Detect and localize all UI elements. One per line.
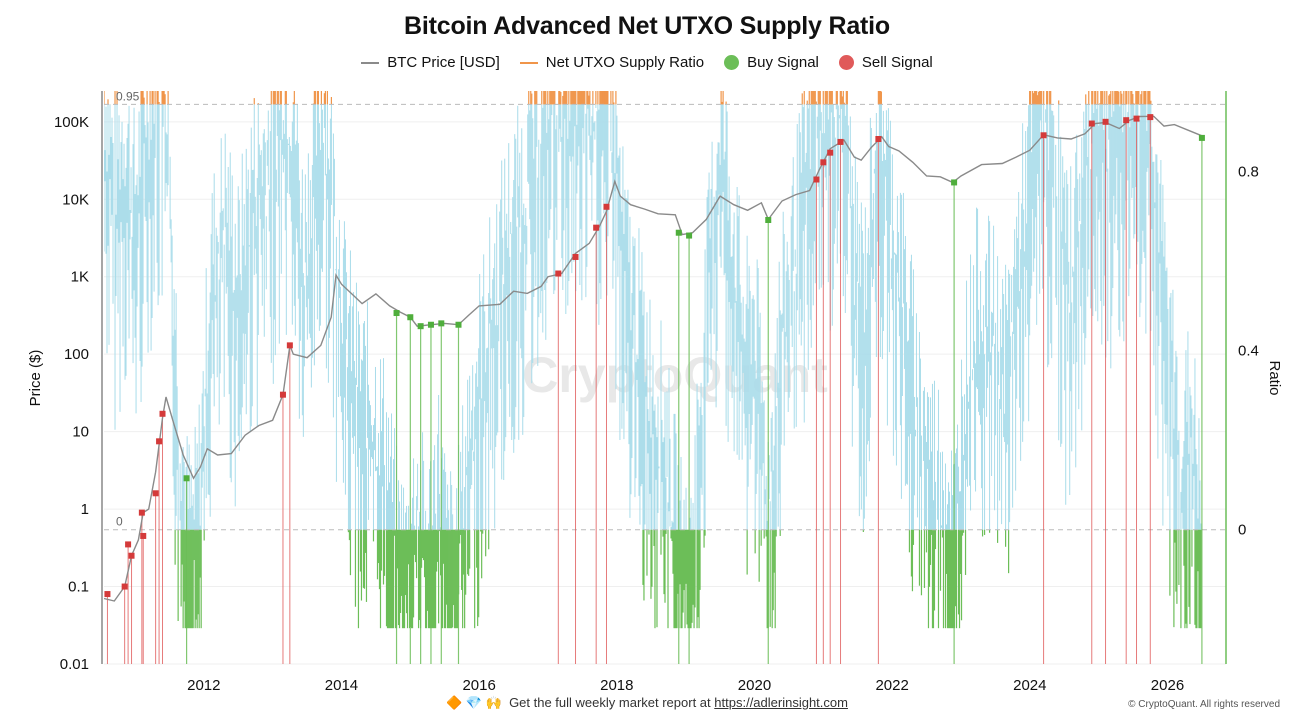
sell-signal-marker-2: [125, 541, 132, 548]
y-right-tick-2: 0.8: [1238, 164, 1259, 181]
legend-swatch-ratio: [519, 61, 538, 64]
legend-item-buy[interactable]: Buy Signal: [724, 54, 819, 71]
sell-signal-marker-19: [875, 136, 882, 143]
sell-signal-marker-1: [121, 583, 128, 590]
buy-signal-marker-0: [183, 475, 190, 482]
x-tick-0: 2012: [187, 677, 220, 690]
chart-legend: BTC Price [USD] Net UTXO Supply Ratio Bu…: [0, 54, 1294, 71]
footer: 🔶 💎 🙌 Get the full weekly market report …: [0, 695, 1294, 711]
legend-item-sell[interactable]: Sell Signal: [838, 54, 933, 71]
y-left-tick-1: 0.1: [68, 579, 89, 596]
reference-label-0: 0.95: [116, 89, 140, 103]
y-right-tick-0: 0: [1238, 522, 1246, 539]
buy-signal-marker-5: [438, 320, 445, 327]
sell-signal-marker-17: [827, 149, 834, 156]
sell-signal-marker-25: [1147, 114, 1154, 121]
buy-signal-marker-8: [686, 232, 693, 239]
buy-signal-marker-9: [765, 217, 772, 224]
sell-signal-marker-20: [1040, 132, 1047, 139]
sell-signal-marker-10: [286, 342, 293, 349]
y-left-tick-6: 10K: [62, 191, 89, 208]
sell-signal-marker-16: [820, 159, 827, 166]
legend-label-sell: Sell Signal: [861, 54, 933, 71]
sell-signal-marker-3: [128, 552, 135, 559]
y-right-title: Ratio: [1266, 360, 1283, 395]
buy-signal-marker-6: [455, 321, 462, 328]
y-left-tick-2: 1: [81, 501, 89, 518]
y-left-tick-4: 100: [64, 346, 89, 363]
buy-signal-marker-1: [393, 310, 400, 317]
price-line: [103, 115, 1203, 602]
sell-signal-marker-23: [1123, 117, 1130, 124]
y-left-tick-5: 1K: [71, 269, 89, 286]
chart-svg: CryptoQuant 0.95 0 0.01 0.1 1 10 100 1K 10K 100K 0 0…: [27, 89, 1283, 690]
buy-signal-marker-7: [675, 229, 682, 236]
x-tick-2: 2016: [462, 677, 495, 690]
x-tick-4: 2020: [738, 677, 771, 690]
buy-signal-marker-2: [407, 314, 414, 321]
x-tick-6: 2024: [1013, 677, 1046, 690]
sell-signal-marker-6: [152, 490, 159, 497]
sell-signal-marker-5: [140, 532, 147, 539]
sell-signal-marker-9: [279, 391, 286, 398]
footer-link[interactable]: https://adlerinsight.com: [714, 695, 848, 710]
sell-signal-marker-24: [1133, 115, 1140, 122]
sell-signal-marker-13: [593, 224, 600, 231]
reference-label-1: 0: [116, 515, 123, 529]
ratio-series: [104, 91, 1202, 629]
y-left-tick-0: 0.01: [60, 656, 89, 673]
sell-signal-marker-22: [1102, 118, 1109, 125]
y-left-title: Price ($): [27, 350, 44, 407]
sell-signal-marker-14: [603, 203, 610, 210]
sell-signal-marker-4: [138, 509, 145, 516]
x-tick-3: 2018: [600, 677, 633, 690]
legend-label-buy: Buy Signal: [747, 54, 819, 71]
legend-swatch-buy: [724, 55, 740, 70]
legend-item-ratio[interactable]: Net UTXO Supply Ratio: [519, 54, 705, 71]
copyright: © CryptoQuant. All rights reserved: [1128, 699, 1280, 710]
watermark: CryptoQuant: [522, 347, 828, 403]
footer-emoji: 🔶 💎 🙌: [446, 695, 502, 710]
footer-text: Get the full weekly market report at: [509, 695, 711, 710]
x-tick-5: 2022: [875, 677, 908, 690]
sell-signal-marker-15: [813, 176, 820, 183]
buy-signal-marker-11: [1198, 134, 1205, 141]
y-left-tick-7: 100K: [54, 114, 89, 131]
sell-signal-marker-8: [159, 410, 166, 417]
x-tick-1: 2014: [325, 677, 358, 690]
legend-swatch-price: [361, 61, 380, 64]
x-tick-7: 2026: [1151, 677, 1184, 690]
sell-signal-marker-0: [104, 591, 111, 598]
buy-signal-marker-10: [951, 179, 958, 186]
legend-label-ratio: Net UTXO Supply Ratio: [545, 54, 705, 71]
buy-signal-marker-4: [427, 321, 434, 328]
sell-signal-marker-12: [572, 253, 579, 260]
sell-signal-marker-18: [837, 138, 844, 145]
sell-signal-marker-11: [555, 270, 562, 277]
sell-signal-marker-21: [1088, 120, 1095, 127]
chart-title: Bitcoin Advanced Net UTXO Supply Ratio: [404, 12, 890, 40]
y-left-tick-3: 10: [72, 424, 89, 441]
y-right-tick-1: 0.4: [1238, 343, 1259, 360]
buy-signal-marker-3: [417, 323, 424, 330]
legend-label-price: BTC Price [USD]: [387, 54, 500, 71]
sell-signal-marker-7: [156, 438, 163, 445]
legend-swatch-sell: [838, 55, 854, 70]
legend-item-price[interactable]: BTC Price [USD]: [361, 54, 500, 71]
